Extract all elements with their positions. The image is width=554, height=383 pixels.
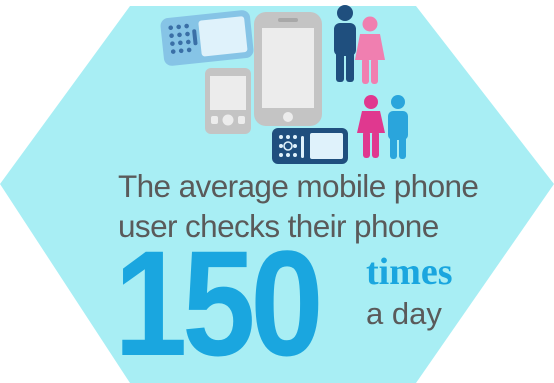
man-icon [334, 5, 356, 82]
woman-icon [355, 16, 385, 84]
qwerty-phone-icon [160, 10, 254, 66]
headline: The average mobile phone user checks the… [118, 166, 518, 246]
pda-phone-icon [205, 68, 251, 134]
smartphone-icon [254, 12, 322, 126]
feature-phone-icon [272, 128, 348, 164]
headline-line-2: user checks their phone [118, 208, 439, 244]
times-label: times [366, 251, 453, 293]
big-number: 150 [114, 219, 324, 383]
man-icon [388, 95, 408, 159]
headline-line-1: The average mobile phone [118, 168, 479, 204]
period-label: a day [366, 296, 442, 331]
woman-icon [357, 95, 385, 158]
